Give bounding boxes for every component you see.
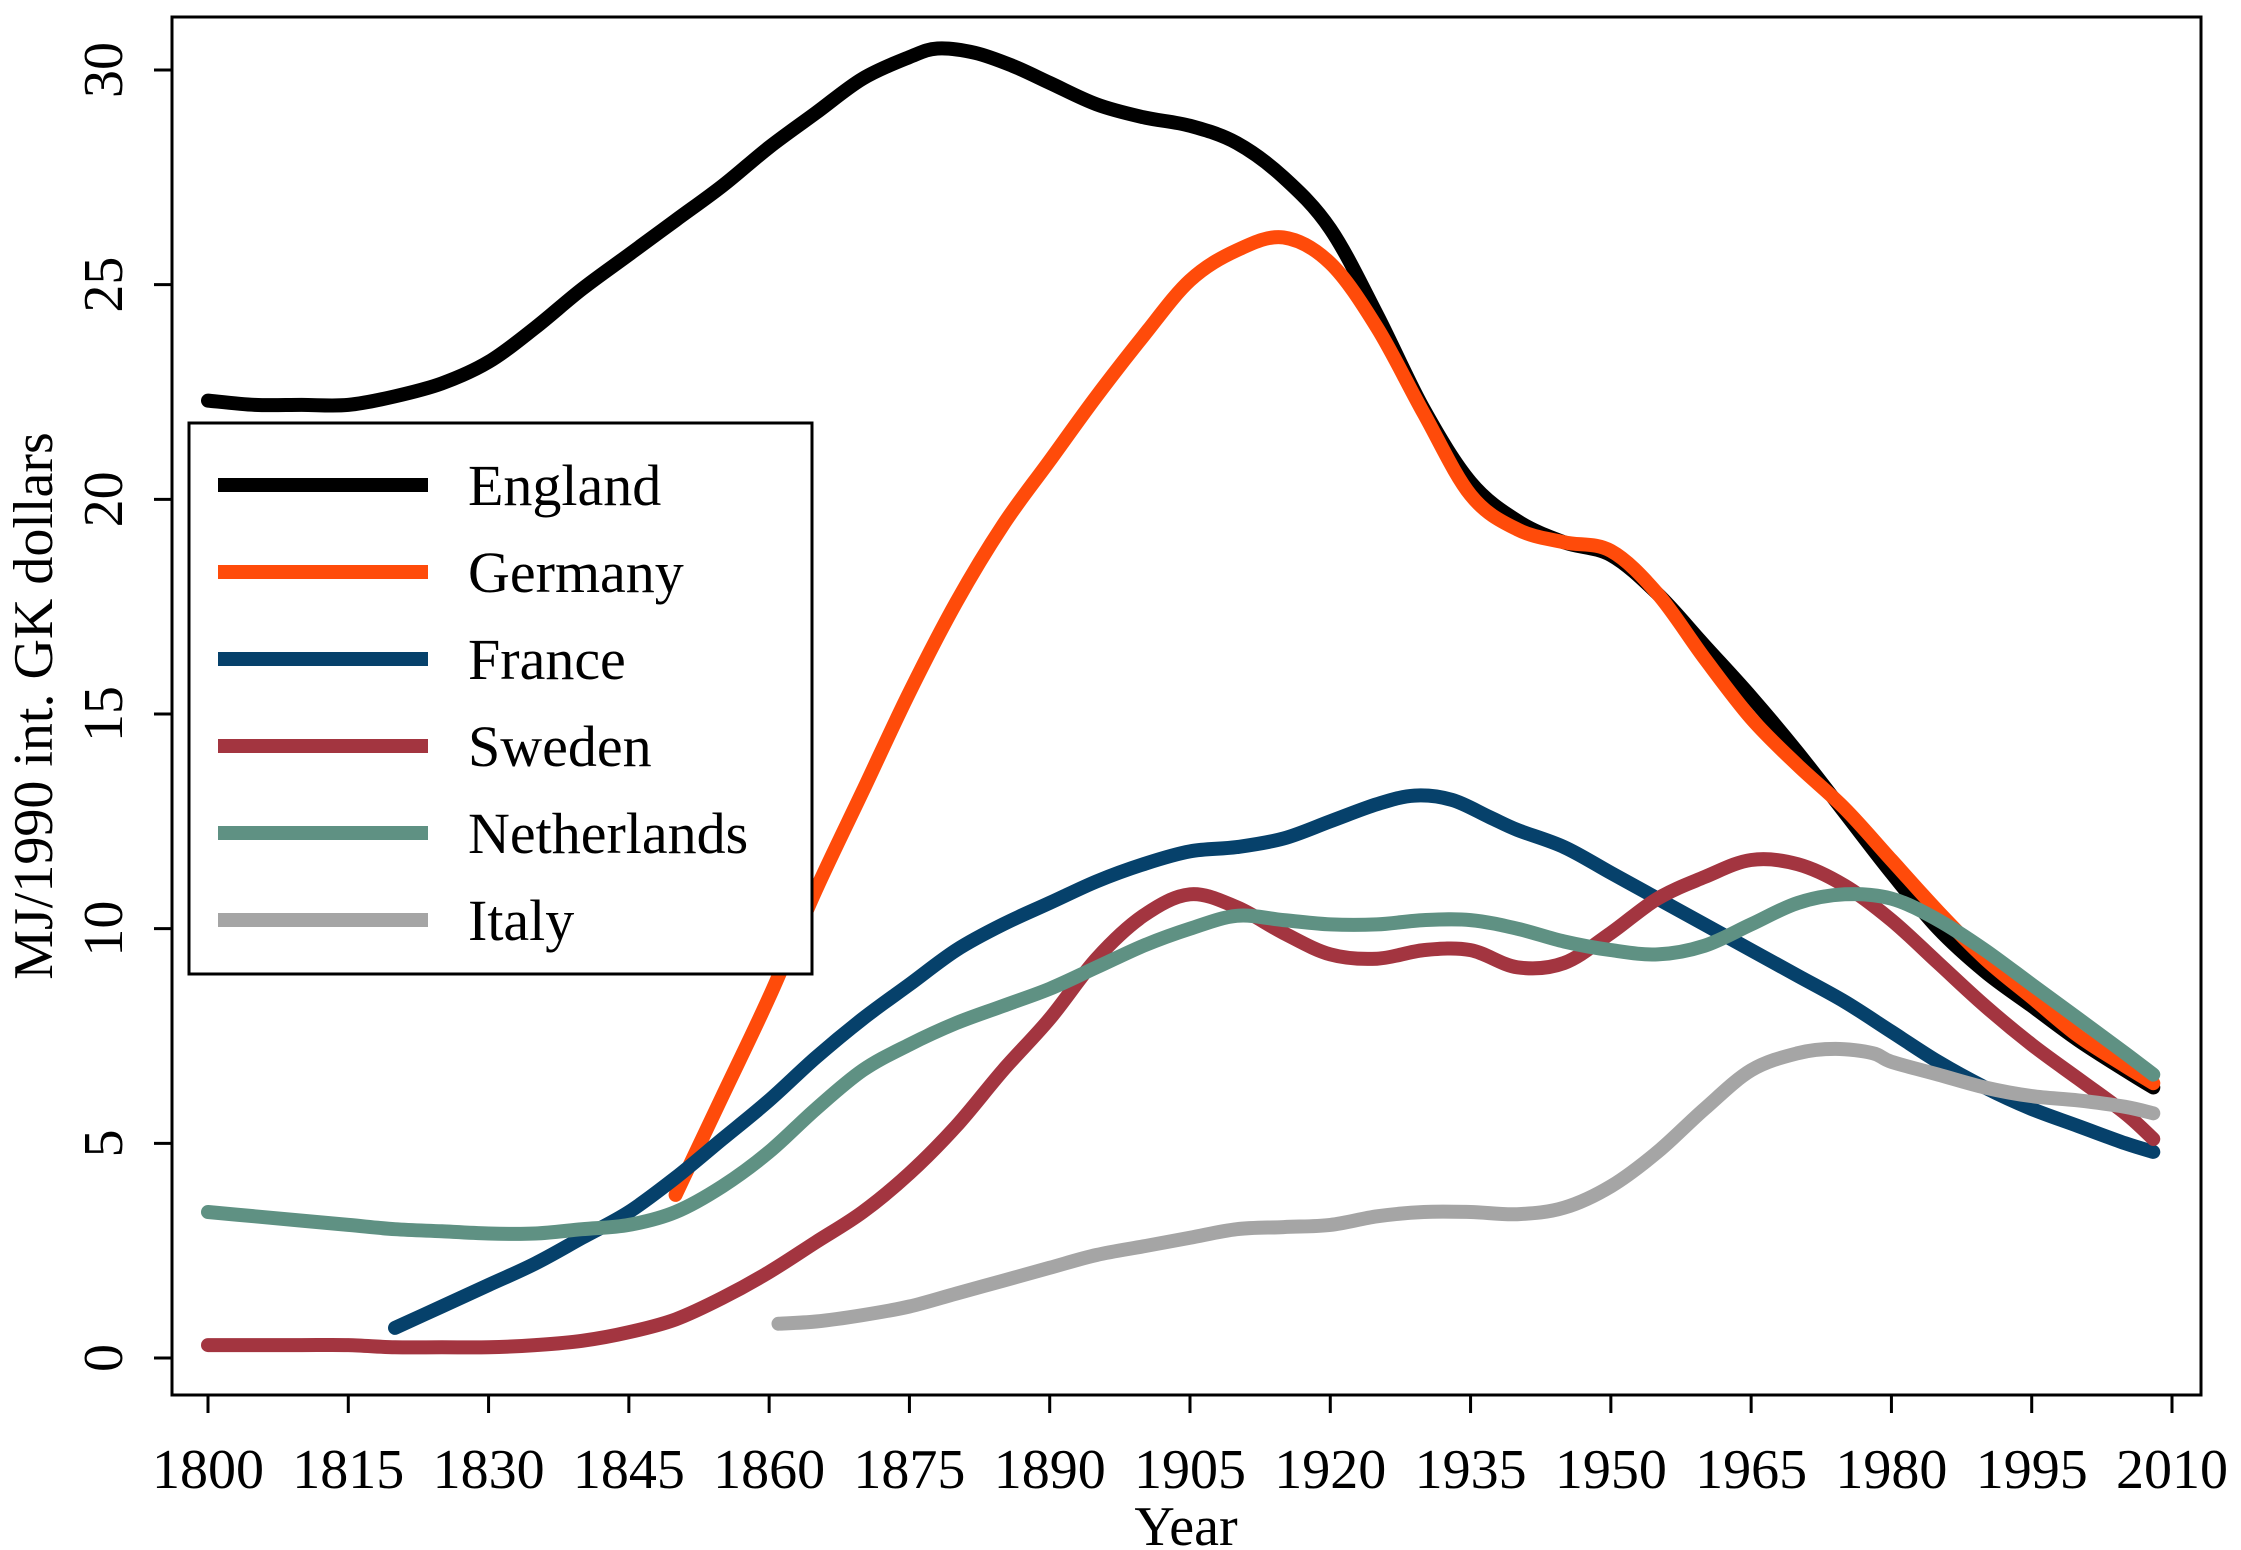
plot-frame bbox=[170, 15, 2203, 1397]
x-tick-label: 1830 bbox=[433, 1439, 545, 1501]
y-axis-title: MJ/1990 int. GK dollars bbox=[3, 432, 65, 980]
x-tick-label: 1935 bbox=[1415, 1439, 1527, 1501]
y-tick-label: 20 bbox=[73, 471, 135, 527]
legend-box bbox=[187, 421, 814, 976]
series-line-france bbox=[388, 788, 2161, 1335]
legend-label: Germany bbox=[468, 540, 684, 605]
y-axis: 0 5 10 15 20 25 30 bbox=[73, 42, 172, 1372]
x-tick-label: 1860 bbox=[713, 1439, 825, 1501]
legend-label: France bbox=[468, 627, 626, 692]
y-tick-label: 10 bbox=[73, 901, 135, 957]
series-line-netherlands bbox=[201, 887, 2161, 1241]
legend-label: Netherlands bbox=[468, 801, 748, 866]
legend-label: England bbox=[468, 453, 661, 518]
x-tick-label: 1845 bbox=[573, 1439, 685, 1501]
x-tick-label: 1950 bbox=[1555, 1439, 1667, 1501]
legend-label: Sweden bbox=[468, 714, 652, 779]
x-tick-label: 1995 bbox=[1976, 1439, 2088, 1501]
legend-item-italy: Italy bbox=[218, 888, 574, 953]
series-line-italy bbox=[771, 1041, 2161, 1331]
x-tick-label: 1905 bbox=[1134, 1439, 1246, 1501]
legend-item-england: England bbox=[218, 453, 661, 518]
x-tick-label: 1965 bbox=[1695, 1439, 1807, 1501]
x-tick-label: 1920 bbox=[1274, 1439, 1386, 1501]
legend: England Germany France Sweden Netherlands Ita… bbox=[187, 421, 814, 976]
legend-item-netherlands: Netherlands bbox=[218, 801, 748, 866]
y-tick-label: 0 bbox=[73, 1344, 135, 1372]
y-tick-label: 15 bbox=[73, 686, 135, 742]
y-tick-label: 30 bbox=[73, 42, 135, 98]
x-tick-label: 1875 bbox=[853, 1439, 965, 1501]
series-line-sweden bbox=[201, 852, 2161, 1355]
x-tick-label: 1815 bbox=[292, 1439, 404, 1501]
x-tick-label: 1800 bbox=[152, 1439, 264, 1501]
x-axis: 1800 1815 1830 1845 1860 1875 1890 1905 1920 1935… bbox=[152, 1395, 2228, 1501]
x-tick-label: 1980 bbox=[1835, 1439, 1947, 1501]
legend-items: England Germany France Sweden Netherlands Ita… bbox=[218, 453, 748, 953]
series-layer bbox=[201, 41, 2161, 1355]
legend-item-sweden: Sweden bbox=[218, 714, 652, 779]
legend-label: Italy bbox=[468, 888, 574, 953]
x-tick-label: 2010 bbox=[2116, 1439, 2228, 1501]
x-tick-label: 1890 bbox=[994, 1439, 1106, 1501]
y-tick-label: 5 bbox=[73, 1129, 135, 1157]
legend-item-france: France bbox=[218, 627, 626, 692]
x-axis-title: Year bbox=[1134, 1496, 1238, 1550]
series-line-germany bbox=[668, 230, 2161, 1202]
legend-item-germany: Germany bbox=[218, 540, 684, 605]
y-tick-label: 25 bbox=[73, 257, 135, 313]
